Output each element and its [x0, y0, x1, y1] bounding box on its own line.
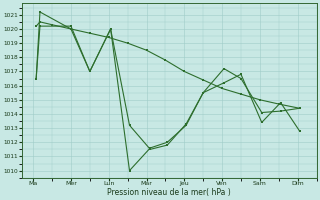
X-axis label: Pression niveau de la mer( hPa ): Pression niveau de la mer( hPa ) [107, 188, 231, 197]
